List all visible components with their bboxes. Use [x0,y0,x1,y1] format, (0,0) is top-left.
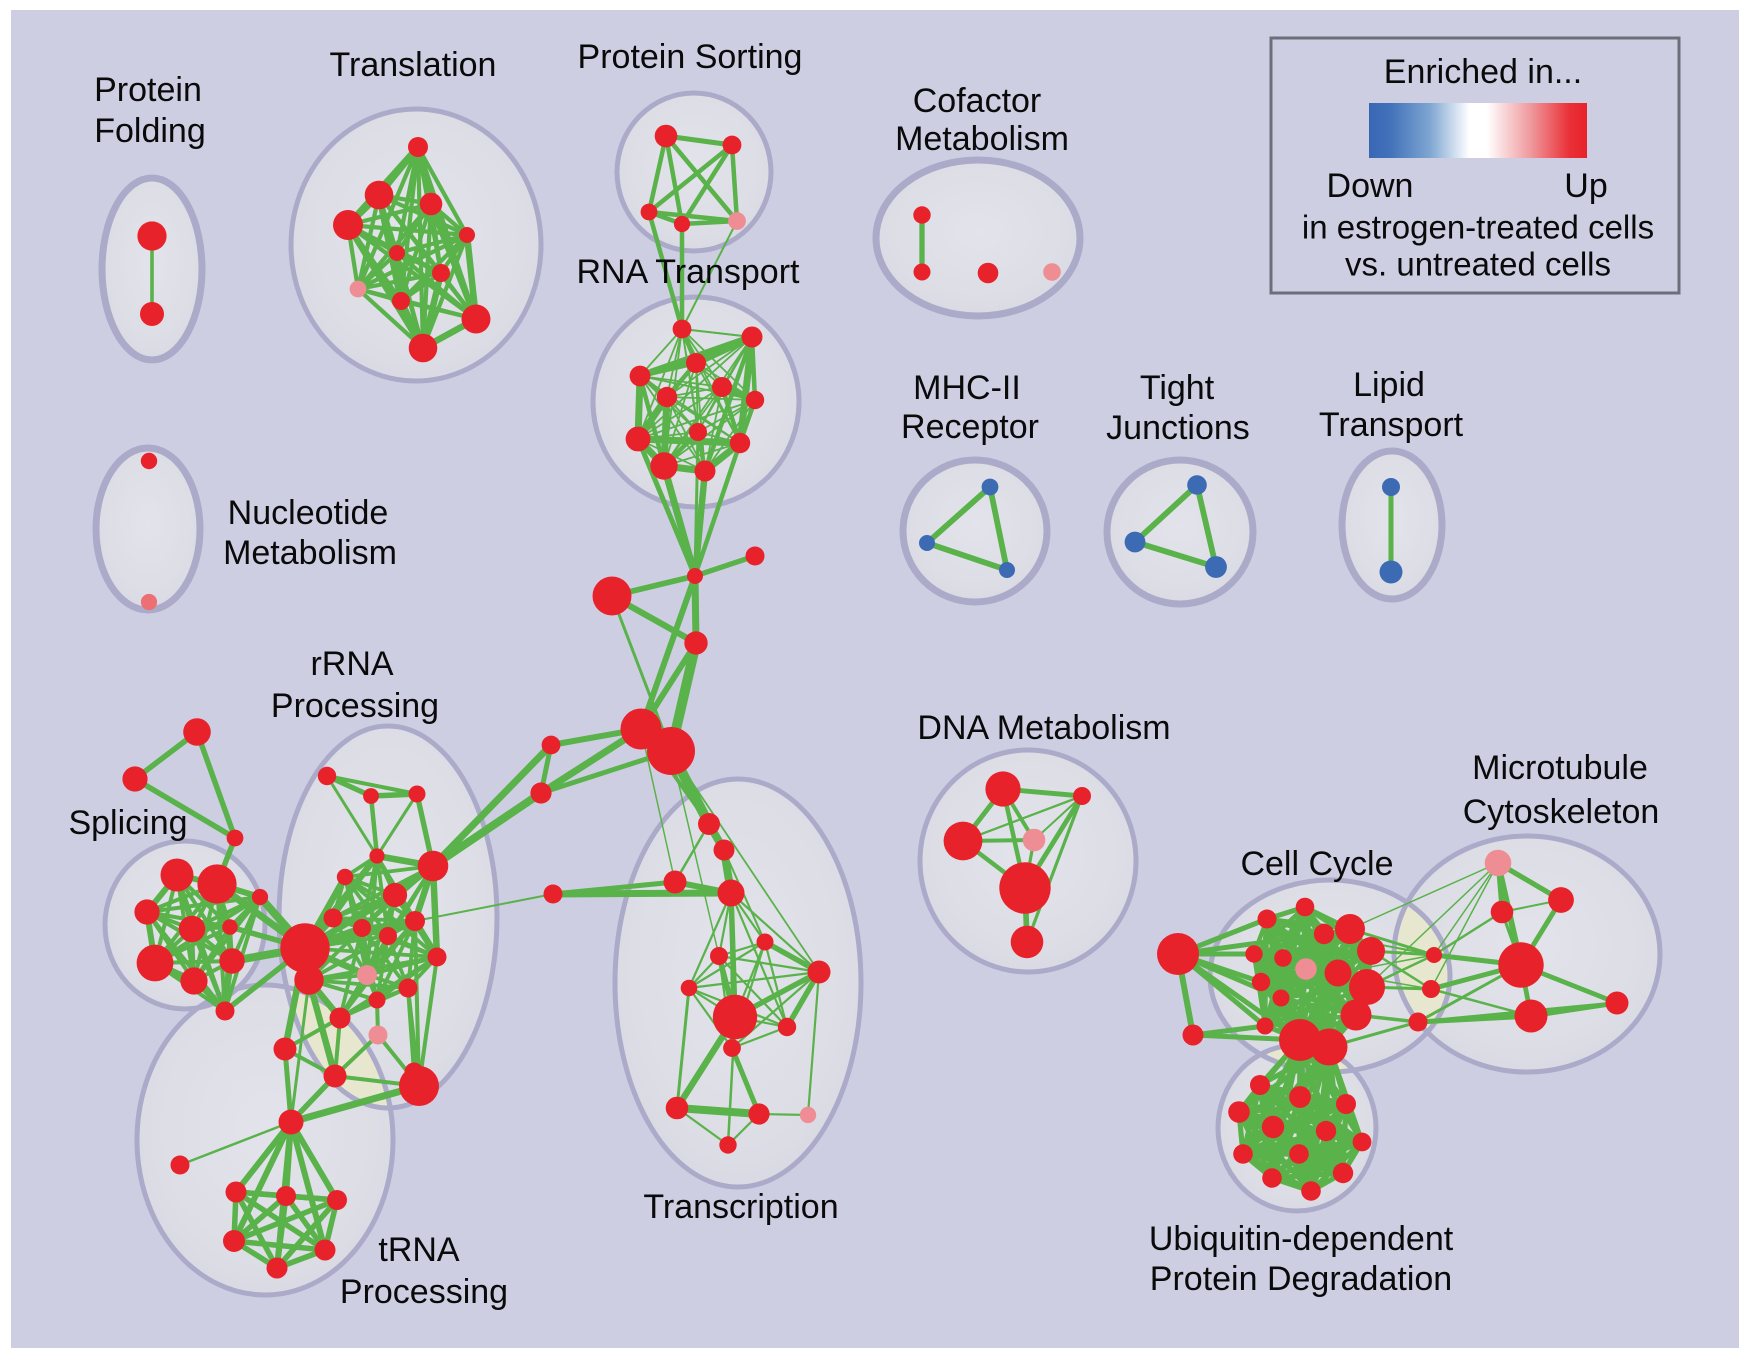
svg-text:Transport: Transport [1319,406,1464,444]
svg-text:Protein: Protein [94,71,202,109]
svg-text:MHC-II: MHC-II [913,369,1021,407]
svg-text:in estrogen-treated cells: in estrogen-treated cells [1302,209,1654,246]
svg-text:Metabolism: Metabolism [223,534,397,572]
svg-text:RNA Transport: RNA Transport [577,253,801,291]
svg-text:Nucleotide: Nucleotide [228,494,389,532]
svg-text:Lipid: Lipid [1353,366,1425,404]
svg-text:Processing: Processing [271,687,439,725]
svg-text:Cofactor: Cofactor [913,82,1042,120]
svg-text:Receptor: Receptor [901,408,1039,446]
svg-text:vs. untreated cells: vs. untreated cells [1345,246,1611,283]
svg-text:Transcription: Transcription [643,1188,838,1226]
svg-text:Processing: Processing [340,1273,508,1311]
svg-text:Ubiquitin-dependent: Ubiquitin-dependent [1149,1220,1454,1258]
svg-text:Metabolism: Metabolism [895,120,1069,158]
svg-text:rRNA: rRNA [310,645,393,683]
svg-text:Splicing: Splicing [68,804,187,842]
svg-text:Down: Down [1327,167,1414,205]
svg-text:Translation: Translation [330,46,497,84]
svg-text:Protein Sorting: Protein Sorting [578,38,803,76]
svg-text:Junctions: Junctions [1106,409,1250,447]
svg-text:tRNA: tRNA [378,1231,460,1269]
svg-text:Cell Cycle: Cell Cycle [1240,845,1393,883]
svg-text:Folding: Folding [94,112,206,150]
svg-text:Up: Up [1564,167,1607,205]
svg-text:Microtubule: Microtubule [1472,749,1648,787]
svg-text:Enriched in...: Enriched in... [1384,53,1582,91]
svg-text:Tight: Tight [1140,369,1215,407]
svg-text:Cytoskeleton: Cytoskeleton [1463,793,1660,831]
svg-text:DNA Metabolism: DNA Metabolism [917,709,1170,747]
svg-text:Protein Degradation: Protein Degradation [1150,1260,1452,1298]
